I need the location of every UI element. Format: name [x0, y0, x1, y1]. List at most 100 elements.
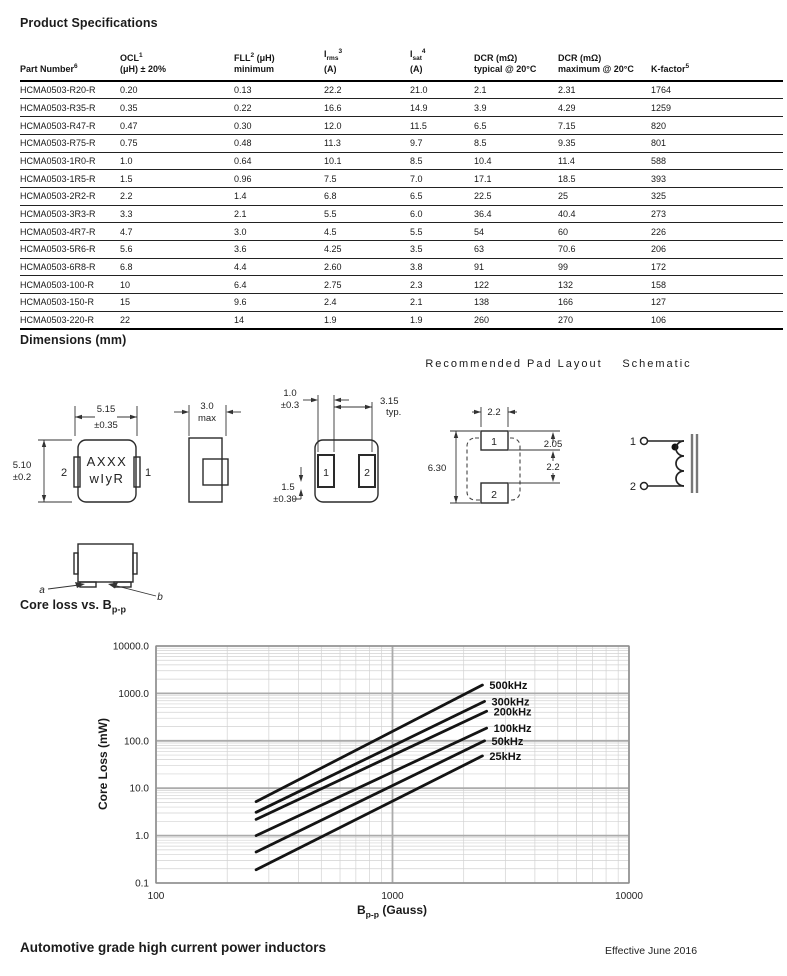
table-row: HCMA0503-5R6-R 5.6 3.6 4.25 3.5 63 70.6 206	[20, 240, 783, 259]
table-cell: 16.6	[324, 98, 410, 118]
table-cell: 2.2	[120, 187, 234, 206]
table-cell: 5.5	[324, 205, 410, 224]
table-cell: 15	[120, 293, 234, 312]
table-cell: HCMA0503-150-R	[20, 293, 120, 312]
dimension-text: 1.5	[281, 482, 294, 493]
table-cell: 588	[651, 152, 783, 171]
table-cell: 127	[651, 293, 783, 312]
table-cell: 0.20	[120, 80, 234, 100]
footer-title: Automotive grade high current power indu…	[20, 940, 327, 955]
table-cell: 5.6	[120, 240, 234, 259]
table-cell: 0.47	[120, 116, 234, 135]
table-row: HCMA0503-1R0-R 1.0 0.64 10.1 8.5 10.4 11.4 588	[20, 152, 783, 171]
table-cell: 14.9	[410, 98, 474, 118]
dimensions-heading: Dimensions (mm)	[20, 333, 127, 347]
dimension-text: 5.10	[13, 460, 32, 471]
dimension-text: 2.05	[544, 439, 563, 450]
dimension-qualifier: max	[198, 413, 216, 424]
table-row: HCMA0503-R75-R 0.75 0.48 11.3 9.7 8.5 9.35 801	[20, 134, 783, 153]
table-cell: 1.9	[410, 311, 474, 331]
table-cell: HCMA0503-4R7-R	[20, 222, 120, 241]
column-header: Isat4 (A)	[410, 46, 474, 82]
table-cell: 0.96	[234, 169, 324, 188]
bottom-view-drawing: 1.0 ±0.3 3.15 typ. 1 2 1.5 ±0.30	[273, 388, 401, 505]
core-loss-chart: 0.1 1.0 10.0 100.0 1000.0 10000.0 100 1000 10000…	[113, 642, 643, 903]
table-cell: 36.4	[474, 205, 558, 224]
table-cell: 11.4	[558, 152, 651, 171]
pin-terminal	[639, 481, 649, 491]
series-line	[254, 683, 484, 804]
series-line	[254, 699, 486, 814]
table-cell: 11.5	[410, 116, 474, 135]
right-terminal	[133, 456, 141, 488]
series-label: 200kHz	[494, 706, 532, 718]
pad-layout-drawing: Recommended Pad Layout 2.2 1 2 6.30	[425, 358, 601, 504]
table-cell: 7.15	[558, 116, 651, 135]
series-label: 50kHz	[492, 736, 524, 748]
pin-label: 2	[630, 481, 636, 493]
dimension-tolerance: ±0.30	[273, 494, 297, 505]
table-cell: 260	[474, 311, 558, 331]
pad-label: 1	[323, 467, 329, 479]
table-cell: 9.35	[558, 134, 651, 153]
table-cell: HCMA0503-100-R	[20, 275, 120, 295]
table-cell: 3.6	[234, 240, 324, 259]
table-cell: 63	[474, 240, 558, 259]
series-line	[254, 726, 489, 838]
table-cell: 273	[651, 205, 783, 224]
pin-label: 2	[61, 467, 67, 479]
dimension-text: 2.2	[546, 462, 559, 473]
table-cell: 6.0	[410, 205, 474, 224]
column-header: K-factor5	[651, 46, 783, 82]
table-cell: 7.0	[410, 169, 474, 188]
dimension-tolerance: ±0.35	[94, 420, 118, 431]
pin-terminal	[639, 436, 649, 446]
table-cell: 122	[474, 275, 558, 295]
inductor-coil	[675, 440, 685, 487]
table-cell: 54	[474, 222, 558, 241]
table-cell: 7.5	[324, 169, 410, 188]
table-row: HCMA0503-R20-R 0.20 0.13 22.2 21.0 2.1 2.31 176…	[20, 80, 783, 100]
core-loss-heading: Core loss vs. Bp-p	[20, 598, 127, 615]
marking-text: AXXX	[87, 454, 128, 469]
table-cell: 4.25	[324, 240, 410, 259]
series-label: 100kHz	[494, 723, 532, 735]
schematic-drawing: Schematic 1 2	[622, 358, 699, 493]
table-cell: 4.5	[324, 222, 410, 241]
table-cell: 3.9	[474, 98, 558, 118]
table-cell: 1.9	[324, 311, 410, 331]
table-cell: 3.3	[120, 205, 234, 224]
marking-text: wIyR	[89, 471, 125, 486]
dimension-text: 6.30	[428, 463, 447, 474]
table-row: HCMA0503-150-R 15 9.6 2.4 2.1 138 166 127	[20, 293, 783, 312]
table-cell: 1259	[651, 98, 783, 118]
series-line	[254, 739, 486, 854]
table-cell: 0.13	[234, 80, 324, 100]
table-cell: HCMA0503-5R6-R	[20, 240, 120, 259]
table-cell: 1.0	[120, 152, 234, 171]
component-body	[77, 543, 134, 583]
table-cell: 0.75	[120, 134, 234, 153]
series-label: 300kHz	[492, 696, 530, 708]
table-cell: 3.5	[410, 240, 474, 259]
series-line	[254, 709, 489, 821]
table-cell: 14	[234, 311, 324, 331]
table-cell: 270	[558, 311, 651, 331]
table-body: HCMA0503-R20-R 0.20 0.13 22.2 21.0 2.1 2.31 176…	[20, 80, 783, 331]
pin-label: 1	[145, 467, 151, 479]
table-cell: 9.6	[234, 293, 324, 312]
dimension-text: 3.15	[380, 396, 399, 407]
table-cell: HCMA0503-R20-R	[20, 80, 120, 100]
leader-label-a: a	[39, 585, 45, 596]
column-header: Part Number6	[20, 46, 120, 82]
table-cell: 138	[474, 293, 558, 312]
product-specifications-table: Part Number6 OCL1 (μH) ± 20% FLL2 (μH) minim…	[20, 46, 783, 331]
table-cell: 6.8	[120, 258, 234, 277]
table-cell: 70.6	[558, 240, 651, 259]
table-cell: 820	[651, 116, 783, 135]
left-terminal	[73, 456, 81, 488]
table-cell: HCMA0503-2R2-R	[20, 187, 120, 206]
table-cell: 0.22	[234, 98, 324, 118]
y-tick-label: 0.1	[135, 879, 149, 890]
table-cell: 0.30	[234, 116, 324, 135]
